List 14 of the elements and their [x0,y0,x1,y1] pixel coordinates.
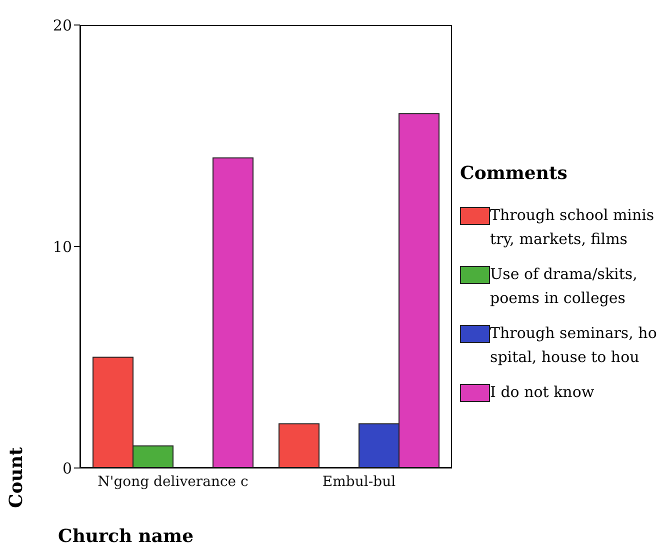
legend-label: I do not know [490,382,594,403]
y-tick-label: 20 [52,16,72,34]
bar [212,157,254,468]
legend-label: Through school minis try, markets, films [490,205,654,250]
legend-label: Through seminars, ho spital, house to hou [490,323,657,368]
y-axis-title: Count [6,447,28,508]
x-tick-label: Embul-bul [322,474,396,490]
x-tick-label: N'gong deliverance c [98,474,249,490]
legend-label: Use of drama/skits, poems in colleges [490,264,638,309]
y-tick-label: 0 [62,459,72,478]
y-tick-label: 10 [52,238,72,256]
x-axis-title: Church name [58,526,194,544]
legend-title: Comments [460,163,568,184]
bar [278,423,320,468]
